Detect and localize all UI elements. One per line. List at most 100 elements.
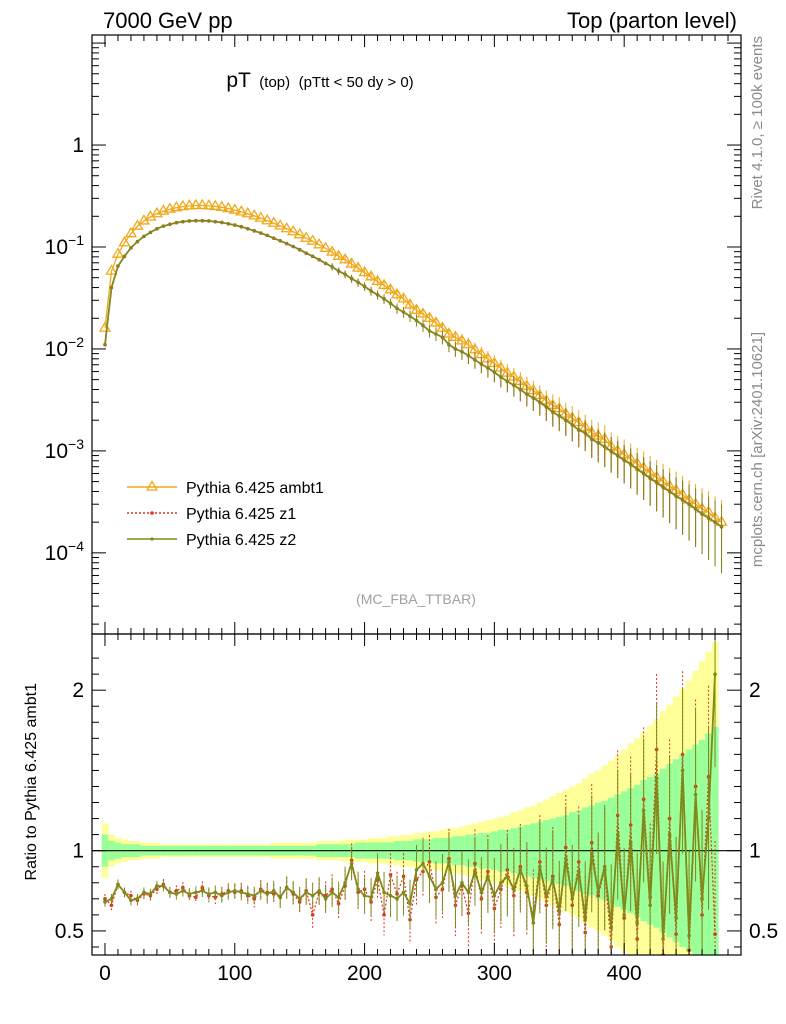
main-point-ambt1 [118,235,131,247]
ratio-point-z2 [512,887,516,891]
main-point-z2 [142,234,146,238]
main-point-z2 [376,293,380,297]
main-point-ambt1 [267,216,280,227]
main-point-z2 [155,227,159,231]
ratio-point-z2 [427,874,432,879]
main-point-z2 [304,251,308,255]
ratio-point-z2 [680,768,685,773]
main-point-z2 [200,219,204,223]
plot-title: pT (top) (pTtt < 50 dy > 0) [226,69,413,92]
main-point-z2 [116,264,120,268]
main-point-z2 [648,476,652,480]
ratio-point-z2 [641,808,646,813]
main-point-z2 [635,467,639,471]
ratio-point-z2 [654,776,659,781]
ratio-point-z2 [674,916,678,920]
ratio-point-z2 [408,901,412,906]
ratio-point-z2 [518,868,523,872]
main-point-ambt1 [351,261,365,272]
main-point-z2 [122,254,126,258]
ratio-ytick-label-left: 1 [72,840,84,863]
ratio-point-z2 [473,869,477,874]
ratio-point-z2 [369,895,373,900]
main-point-z2 [486,366,490,370]
ratio-point-z2 [187,892,192,896]
main-point-z2 [402,310,406,314]
ratio-point-z2 [713,672,717,676]
legend: Pythia 6.425 ambt1 Pythia 6.425 z1 Pythi… [127,480,324,549]
ratio-point-z2 [148,892,153,896]
main-point-z2 [525,392,529,396]
main-point-z2 [505,379,509,383]
ratio-point-z2 [557,909,562,914]
main-point-ambt1 [287,224,300,236]
ratio-point-z2 [492,893,497,898]
main-point-ambt1 [300,231,313,242]
main-point-z2 [642,472,646,476]
main-point-z2 [583,431,587,435]
main-point-z2 [538,400,542,404]
ratio-point-z2 [142,890,146,895]
main-point-ambt1 [332,249,345,260]
main-point-z2 [207,219,211,223]
ratio-xtick-label: 0 [99,962,111,985]
main-point-z2 [434,332,438,336]
main-point-ambt1 [371,274,384,286]
main-point-ambt1 [325,245,339,256]
main-line-ambt1 [104,204,722,523]
main-point-z2 [382,297,386,301]
main-point-ambt1 [209,199,222,211]
ratio-point-z2 [239,890,244,895]
plot-title-extra: (pTtt < 50 dy > 0) [299,74,414,91]
main-point-z2 [713,520,717,524]
main-point-ambt1 [222,201,235,213]
mcplots-label: mcplots.cern.ch [arXiv:2401.10621] [749,332,766,567]
main-point-z2 [239,225,243,229]
ratio-point-z2 [323,897,328,901]
main-point-ambt1 [455,334,469,345]
ratio-point-z2 [258,889,263,893]
main-point-z2 [135,240,139,244]
main-point-ambt1 [429,316,443,327]
ratio-point-z2 [213,890,218,895]
main-point-z2 [330,265,334,269]
ratio-point-z2 [440,880,445,885]
ratio-point-z2 [181,889,185,893]
ratio-point-z2 [661,937,665,941]
ratio-point-z2 [129,898,133,903]
main-point-ambt1 [397,292,410,303]
ratio-point-z2 [330,890,334,895]
main-point-z2 [363,284,367,288]
main-ytick-label: 10−2 [45,334,85,361]
ratio-point-z2 [583,916,588,920]
main-point-z2 [246,227,250,231]
main-point-ambt1 [183,199,196,210]
main-point-z2 [298,248,302,252]
main-point-z2 [272,236,276,240]
ratio-ylabel: Ratio to Pythia 6.425 ambt1 [23,683,40,881]
main-point-ambt1 [436,321,449,332]
ratio-xtick-label: 300 [477,962,512,985]
main-point-z2 [291,245,295,249]
ratio-point-z2 [687,933,691,938]
main-point-ambt1 [358,265,371,277]
main-point-z2 [213,220,217,224]
main-point-z2 [473,358,477,362]
main-point-z2 [707,516,711,520]
main-point-z2 [616,454,620,458]
plot-title-main: pT [226,69,251,92]
ratio-point-z2 [531,921,536,925]
main-point-z2 [343,272,347,276]
ratio-point-z2 [479,890,484,895]
main-point-z2 [681,498,685,502]
main-point-ambt1 [254,211,267,222]
main-point-z2 [453,347,457,351]
main-point-z2 [544,405,548,409]
main-point-ambt1 [274,219,287,230]
ratio-point-z2 [284,885,289,890]
main-point-ambt1 [280,221,293,233]
ratio-point-z2 [155,884,159,888]
main-point-ambt1 [248,209,261,220]
main-point-ambt1 [131,219,144,230]
ratio-ytick-label-left: 0.5 [55,920,84,943]
